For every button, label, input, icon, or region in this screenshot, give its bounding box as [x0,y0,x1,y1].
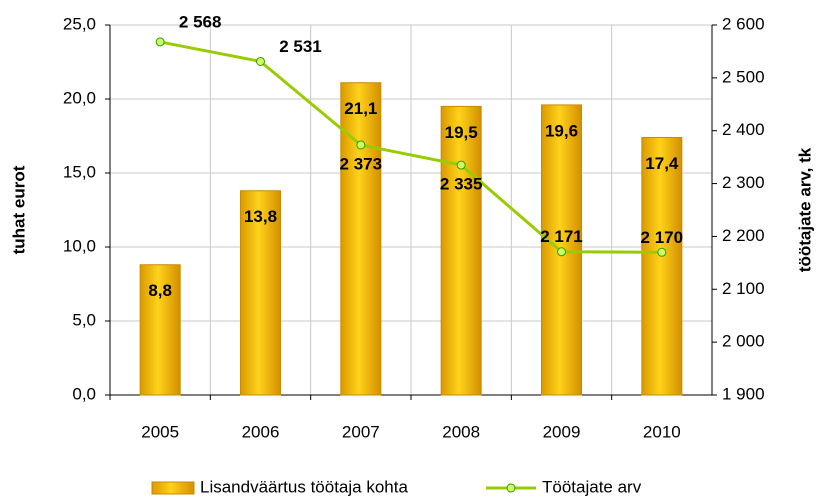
bar [340,82,382,396]
y-tick-label: 10,0 [63,236,96,255]
y2-tick-label: 2 200 [722,226,765,245]
x-tick-label: 2010 [643,422,681,441]
y-tick-label: 25,0 [63,14,96,33]
line-value-label: 2 568 [179,12,222,31]
bar-value-label: 19,5 [445,123,478,142]
line-marker [557,247,566,257]
line-marker [356,140,366,150]
legend-label: Töötajate arv [542,477,642,496]
y-axis-title: tuhat eurot [9,165,28,254]
bar [440,105,482,396]
bar [139,264,181,396]
x-tick-label: 2008 [442,422,480,441]
y2-tick-label: 2 000 [722,332,765,351]
bar-value-label: 8,8 [148,281,172,300]
y2-tick-label: 2 100 [722,279,765,298]
bar [641,136,683,396]
x-tick-label: 2007 [342,422,380,441]
bar-value-label: 19,6 [545,121,578,140]
x-tick-label: 2005 [141,422,179,441]
line-marker [456,160,466,170]
line-marker [657,247,667,257]
bar-value-label: 21,1 [344,99,377,118]
line [159,40,662,254]
y-tick-label: 0,0 [72,384,96,403]
x-tick-label: 2006 [242,422,280,441]
line-value-label: 2 531 [279,37,322,56]
bar-value-label: 13,8 [244,207,277,226]
line-marker [256,56,265,66]
y2-axis-title: töötajate arv, tk [795,147,814,272]
y2-tick-label: 1 900 [722,384,765,403]
bar-value-label: 17,4 [645,154,679,173]
line-value-label: 2 170 [641,228,684,247]
legend-swatch [151,481,195,495]
legend-label: Lisandväärtus töötaja kohta [200,477,408,496]
y-tick-label: 5,0 [72,310,96,329]
bar [240,190,281,396]
y2-tick-label: 2 300 [722,173,765,192]
y2-tick-label: 2 500 [722,67,765,86]
y2-tick-label: 2 400 [722,120,765,139]
line-value-label: 2 335 [440,175,483,194]
y-tick-label: 20,0 [63,88,96,107]
bar [541,104,582,396]
line-value-label: 2 171 [540,227,583,246]
line-marker [155,37,165,47]
legend-marker [506,483,516,493]
line-value-label: 2 373 [340,154,383,173]
y-tick-label: 15,0 [63,162,96,181]
y2-tick-label: 2 600 [722,14,765,33]
x-tick-label: 2009 [543,422,581,441]
